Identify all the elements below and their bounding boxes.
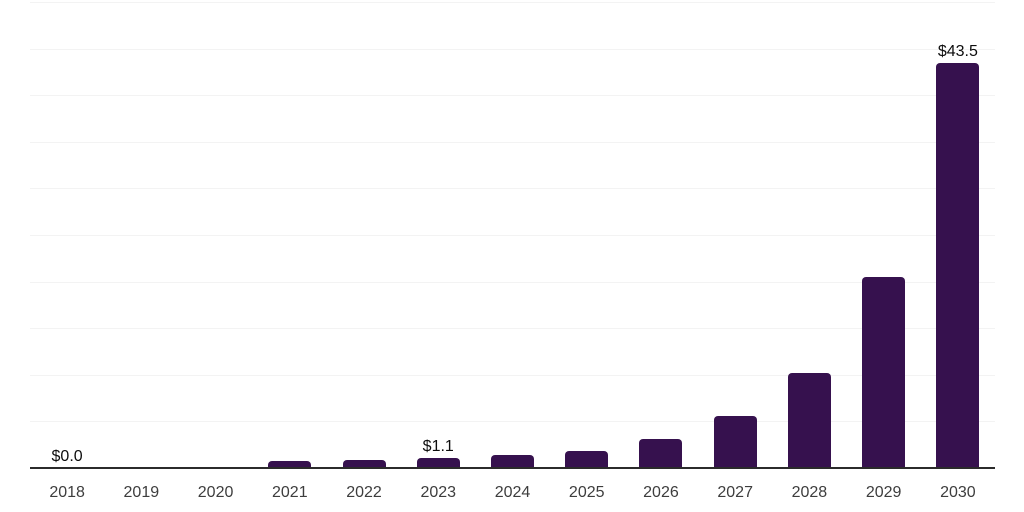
gridline [30,235,995,236]
bar-2021 [268,461,312,468]
x-tick-label-2024: 2024 [494,484,531,501]
bar-2022 [342,459,386,468]
bar-2030 [936,62,980,468]
bar-2023 [416,457,460,468]
x-tick-label-2025: 2025 [568,484,605,501]
x-tick-label-2020: 2020 [197,484,234,501]
bar-2025 [565,451,609,468]
x-tick-label-2022: 2022 [346,484,382,501]
x-tick-label-2029: 2029 [865,484,902,501]
x-tick-label-2018: 2018 [49,484,85,501]
x-tick-label-2026: 2026 [643,484,679,501]
x-tick-label-2019: 2019 [123,484,160,501]
value-label-2030: $43.5 [937,42,978,60]
value-label-2018: $0.0 [51,448,83,465]
bar-2027 [713,415,757,468]
gridline [30,282,995,283]
value-label-2023: $1.1 [422,437,454,455]
x-tick-label-2027: 2027 [717,484,753,501]
bar-2029 [862,276,906,468]
x-tick-label-2023: 2023 [420,484,457,501]
gridline [30,2,995,3]
bar-2028 [787,372,831,468]
x-tick-label-2028: 2028 [791,484,828,501]
gridline [30,49,995,50]
x-axis-line [30,467,995,469]
x-tick-label-2021: 2021 [272,484,308,501]
gridline [30,188,995,189]
gridline [30,421,995,422]
bar-2024 [491,454,534,468]
gridline [30,95,995,96]
gridline [30,375,995,376]
x-tick-label-2030: 2030 [940,484,976,501]
gridline [30,328,995,329]
gridline [30,142,995,143]
bar-2026 [639,439,683,468]
